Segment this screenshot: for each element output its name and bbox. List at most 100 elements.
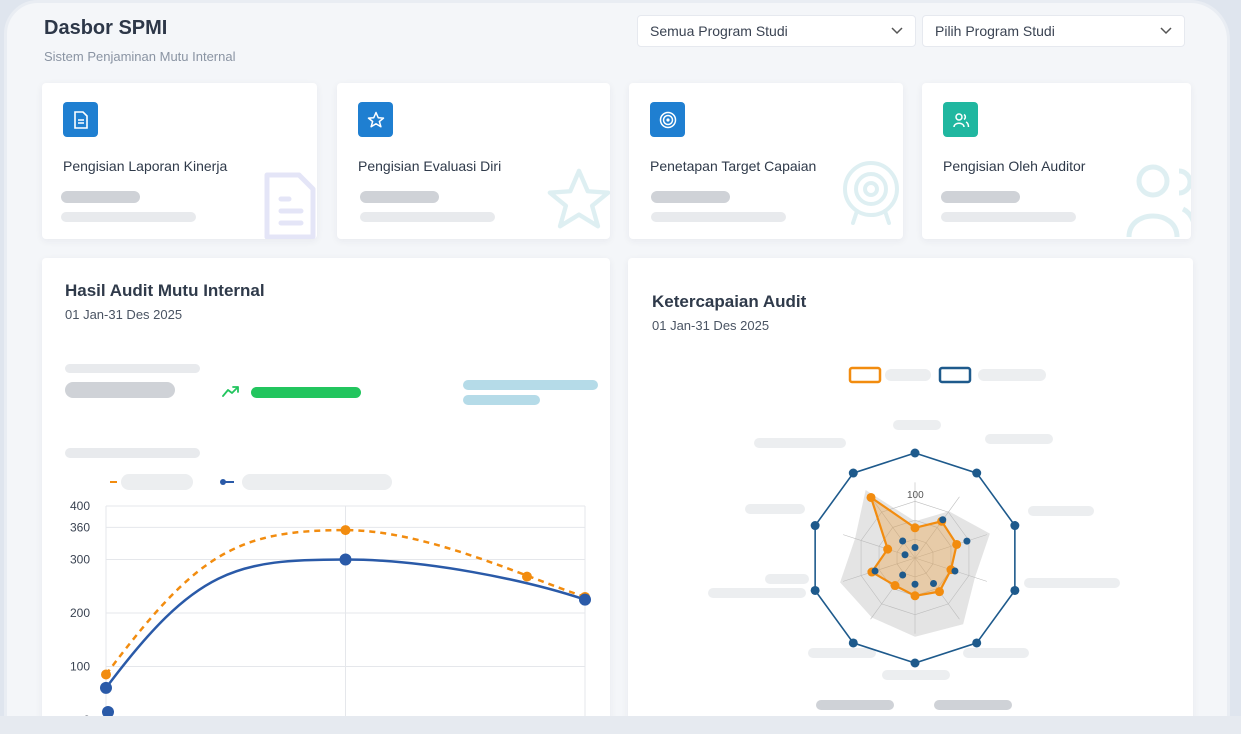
y-tick-label: 100 (70, 660, 90, 674)
data-point (340, 525, 351, 536)
trend-up-icon (222, 386, 239, 397)
data-point (810, 585, 820, 595)
legend-skeleton (121, 474, 193, 490)
trend-bar (251, 387, 361, 398)
legend-marker (938, 366, 972, 384)
data-point (899, 537, 907, 545)
label-skeleton (708, 588, 806, 598)
data-point (901, 551, 909, 559)
label-skeleton (816, 700, 894, 710)
skeleton-value (941, 191, 1020, 203)
data-point (848, 638, 858, 648)
skeleton-highlight (463, 380, 598, 390)
data-point (930, 579, 938, 587)
data-point (1010, 585, 1020, 595)
legend-skeleton (978, 369, 1046, 381)
chevron-down-icon (891, 27, 903, 35)
data-point (1010, 521, 1020, 531)
data-point (848, 468, 858, 478)
data-point (866, 492, 876, 502)
data-point (910, 658, 920, 668)
legend-marker (848, 366, 882, 384)
card-laporan-kinerja[interactable]: Pengisian Laporan Kinerja (42, 83, 317, 239)
document-icon (63, 102, 98, 137)
data-point (810, 521, 820, 531)
data-point (871, 567, 879, 575)
y-tick-label: 400 (70, 499, 90, 513)
data-point (102, 705, 114, 718)
label-skeleton (765, 574, 809, 584)
card-evaluasi-diri[interactable]: Pengisian Evaluasi Diri (337, 83, 610, 239)
y-tick-label: 300 (70, 553, 90, 567)
data-point (972, 638, 982, 648)
label-skeleton (985, 434, 1053, 444)
star-icon (358, 102, 393, 137)
panel-title: Hasil Audit Mutu Internal (65, 281, 265, 300)
data-point (972, 468, 982, 478)
data-point (910, 448, 920, 458)
label-skeleton (808, 648, 876, 658)
y-tick-label: 200 (70, 606, 90, 620)
card-title: Pengisian Evaluasi Diri (358, 158, 502, 174)
card-title: Penetapan Target Capaian (650, 158, 817, 174)
label-skeleton (893, 420, 941, 430)
audit-achievement-panel: Ketercapaian Audit 01 Jan-31 Des 2025 10… (628, 258, 1193, 728)
grid-spoke (914, 534, 987, 559)
app-frame: Dasbor SPMI Sistem Penjaminan Mutu Inter… (4, 0, 1230, 734)
bottom-bar (0, 716, 1241, 734)
y-tick-label: 360 (70, 520, 90, 534)
chevron-down-icon (1160, 27, 1172, 35)
skeleton-caption (61, 212, 196, 222)
all-programs-select[interactable]: Semua Program Studi (637, 15, 916, 47)
skeleton-caption (651, 212, 786, 222)
users-watermark-icon (1126, 164, 1191, 238)
panel-date: 01 Jan-31 Des 2025 (652, 318, 770, 333)
label-skeleton (1024, 578, 1120, 588)
skeleton-value (65, 382, 175, 398)
data-point (911, 544, 919, 551)
grid-spoke (914, 496, 960, 559)
label-skeleton (882, 670, 950, 680)
audit-results-panel: Hasil Audit Mutu Internal 01 Jan-31 Des … (42, 258, 610, 728)
data-point (883, 544, 893, 554)
skeleton-value (360, 191, 439, 203)
skeleton-caption (360, 212, 495, 222)
label-skeleton (1028, 506, 1094, 516)
skeleton-value (61, 191, 140, 203)
page-subtitle: Sistem Penjaminan Mutu Internal (44, 49, 236, 64)
label-skeleton (754, 438, 846, 448)
card-title: Pengisian Laporan Kinerja (63, 158, 228, 174)
panel-date: 01 Jan-31 Des 2025 (65, 307, 183, 322)
all-programs-select-value: Semua Program Studi (650, 23, 788, 39)
audit-line-chart: 0100200300360400 (70, 474, 591, 727)
data-point (939, 516, 947, 524)
card-target-capaian[interactable]: Penetapan Target Capaian (629, 83, 903, 239)
card-title: Pengisian Oleh Auditor (943, 158, 1086, 174)
data-point (934, 587, 944, 597)
data-point (890, 581, 900, 591)
choose-program-select[interactable]: Pilih Program Studi (922, 15, 1185, 47)
skeleton-line (65, 364, 200, 373)
data-point (100, 681, 112, 694)
label-skeleton (745, 504, 805, 514)
data-point (910, 523, 920, 533)
target-watermark-icon (843, 161, 899, 225)
data-point (579, 593, 591, 606)
data-point (911, 580, 919, 588)
data-point (951, 567, 959, 575)
choose-program-select-value: Pilih Program Studi (935, 23, 1055, 39)
grid-spoke (843, 557, 916, 582)
legend-skeleton (242, 474, 392, 490)
card-pengisian-auditor[interactable]: Pengisian Oleh Auditor (922, 83, 1191, 239)
data-point (910, 591, 920, 601)
legend-skeleton (885, 369, 931, 381)
grid-spoke (870, 496, 916, 559)
radar-tick-label: 100 (907, 490, 924, 501)
data-point (899, 571, 907, 579)
document-watermark-icon (264, 172, 316, 239)
data-point (339, 553, 352, 566)
target-icon (650, 102, 685, 137)
skeleton-value (651, 191, 730, 203)
label-skeleton (963, 648, 1029, 658)
skeleton-caption (941, 212, 1076, 222)
